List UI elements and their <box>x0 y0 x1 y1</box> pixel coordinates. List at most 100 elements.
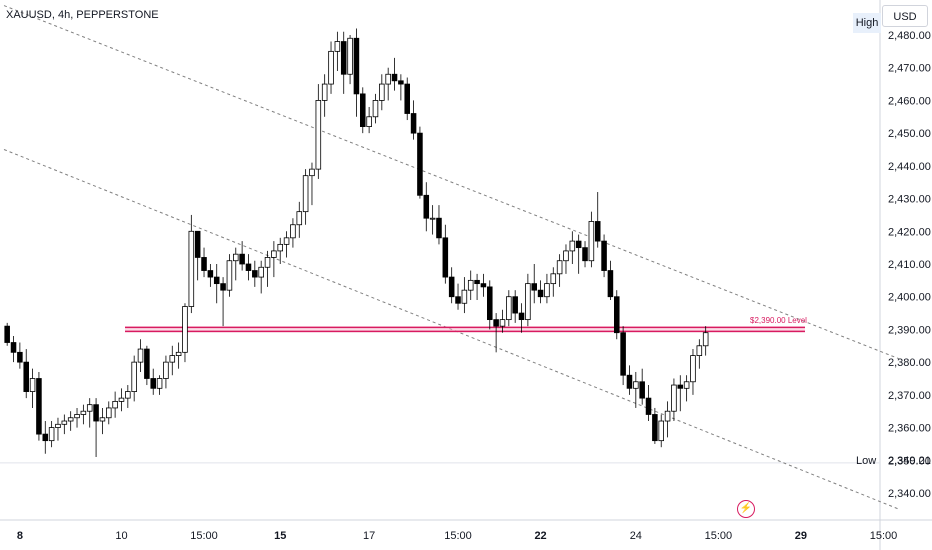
candle-down <box>448 276 455 298</box>
candle-up <box>296 211 303 226</box>
candle-down <box>213 276 220 285</box>
candle-up <box>169 355 176 363</box>
candle-up <box>379 83 385 101</box>
candle-down <box>340 41 347 75</box>
x-tick-label: 24 <box>630 530 642 542</box>
candle-down <box>398 80 404 85</box>
y-tick-label: 2,470.00 <box>888 63 931 75</box>
candle-up <box>550 273 557 285</box>
candle-up <box>125 391 131 399</box>
candle-down <box>455 296 461 304</box>
candle-up <box>55 423 61 428</box>
candle-down <box>410 113 417 134</box>
candle-up <box>334 41 341 52</box>
y-tick-label: 2,390.00 <box>888 324 931 336</box>
y-tick-label: 2,450.00 <box>888 128 931 140</box>
candle-down <box>391 73 398 82</box>
candle-up <box>67 417 74 422</box>
candle-down <box>626 374 633 389</box>
candle-up <box>48 427 55 442</box>
candle-down <box>531 283 537 291</box>
y-tick-label: 2,480.00 <box>888 30 931 42</box>
candle-up <box>467 279 474 291</box>
candle-down <box>220 283 226 291</box>
x-tick-label: 15:00 <box>444 530 472 542</box>
candle-up <box>328 50 334 85</box>
candle-down <box>620 332 626 376</box>
y-tick-label: 2,340.00 <box>888 488 931 500</box>
y-tick-label: 2,440.00 <box>888 161 931 173</box>
candle-down <box>607 270 614 298</box>
currency-button[interactable]: USD <box>882 5 928 27</box>
candle-up <box>309 168 315 177</box>
candle-up <box>372 100 379 118</box>
y-tick-label: 2,370.00 <box>888 390 931 402</box>
candle-down <box>17 351 23 363</box>
candle-down <box>601 240 607 271</box>
x-tick-label: 10 <box>115 530 127 542</box>
candle-up <box>366 116 372 127</box>
x-tick-label: 22 <box>534 530 546 542</box>
candle-up <box>525 283 531 321</box>
candle-down <box>645 397 652 415</box>
candle-up <box>671 384 677 412</box>
candle-down <box>677 384 684 389</box>
candle-down <box>359 93 366 127</box>
y-tick-label: 2,400.00 <box>888 292 931 304</box>
candle-down <box>493 319 499 327</box>
candle-up <box>588 221 595 262</box>
candle-up <box>321 83 328 101</box>
low-value-label: 2,349.21 <box>888 455 931 467</box>
candle-up <box>131 361 137 392</box>
candle-up <box>106 407 112 419</box>
candle-up <box>302 175 309 213</box>
candle-down <box>36 378 42 435</box>
candle-up <box>569 240 576 252</box>
candle-up <box>461 289 468 304</box>
candle-down <box>194 230 201 258</box>
candle-up <box>633 381 639 389</box>
y-tick-label: 2,420.00 <box>888 226 931 238</box>
candle-down <box>4 325 10 343</box>
y-tick-label: 2,410.00 <box>888 259 931 271</box>
y-tick-label: 2,380.00 <box>888 357 931 369</box>
candle-down <box>537 289 544 298</box>
candle-up <box>258 266 264 278</box>
candle-up <box>499 319 506 327</box>
candle-up <box>506 296 512 321</box>
candle-down <box>480 283 487 288</box>
candle-up <box>290 224 296 239</box>
y-tick-label: 2,360.00 <box>888 423 931 435</box>
candle-up <box>226 260 233 291</box>
candle-up <box>544 283 550 298</box>
candle-down <box>474 279 480 285</box>
candle-down <box>144 348 150 379</box>
candle-down <box>442 237 449 278</box>
y-tick-label: 2,430.00 <box>888 194 931 206</box>
candle-up <box>232 253 239 262</box>
candle-up <box>664 410 671 422</box>
level-line-label: $2,390.00 Level <box>750 316 807 325</box>
candle-up <box>156 378 163 389</box>
candle-up <box>74 414 80 419</box>
candle-down <box>353 37 360 95</box>
candle-up <box>690 355 696 383</box>
candle-up <box>315 100 322 170</box>
candle-up <box>556 260 563 275</box>
candle-down <box>594 221 601 242</box>
candle-down <box>93 404 99 422</box>
candle-down <box>10 342 17 353</box>
candle-down <box>486 286 493 321</box>
x-tick-label: 8 <box>17 530 23 542</box>
candle-down <box>423 194 430 219</box>
channel-upper-line <box>3 5 900 360</box>
candle-down <box>652 414 658 442</box>
candle-up <box>702 332 709 347</box>
candle-up <box>188 230 195 307</box>
candle-up <box>99 417 106 422</box>
lightning-bolt-icon[interactable]: ⚡ <box>737 500 755 518</box>
candle-up <box>696 345 703 356</box>
x-tick-label: 15 <box>274 530 286 542</box>
